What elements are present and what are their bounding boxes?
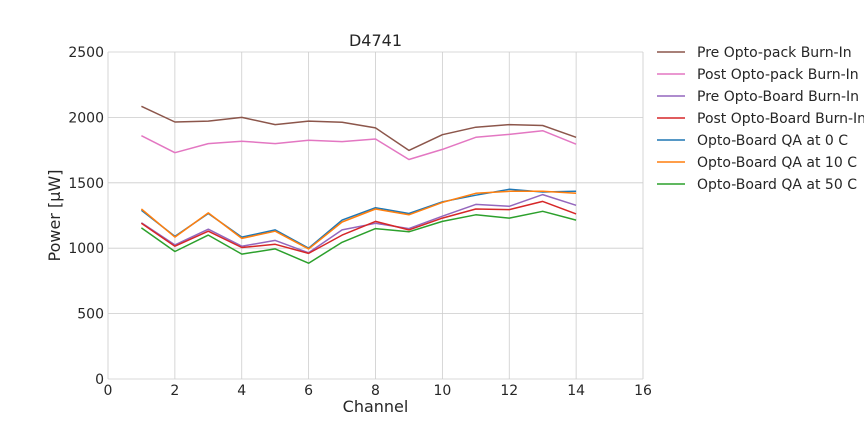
series-line-4	[140, 200, 577, 255]
legend-label: Post Opto-pack Burn-In	[697, 67, 859, 83]
chart-title: D4741	[349, 31, 402, 50]
y-tick-label: 0	[95, 372, 104, 388]
x-tick-label: 6	[304, 383, 313, 399]
legend-label: Opto-Board QA at 10 C	[697, 155, 857, 171]
legend-label: Opto-Board QA at 0 C	[697, 133, 848, 149]
y-axis-label: Power [μW]	[45, 170, 64, 262]
x-tick-label: 10	[433, 383, 451, 399]
x-tick-label: 12	[500, 383, 518, 399]
x-tick-label: 16	[634, 383, 652, 399]
y-tick-label: 1500	[68, 176, 104, 192]
legend-label: Pre Opto-pack Burn-In	[697, 45, 852, 61]
x-tick-label: 4	[237, 383, 246, 399]
gridlines	[107, 51, 644, 380]
y-tick-label: 1000	[68, 241, 104, 257]
series-line-7	[140, 210, 577, 264]
series-line-6	[140, 190, 577, 250]
legend-label: Post Opto-Board Burn-In	[697, 111, 864, 127]
x-tick-label: 8	[371, 383, 380, 399]
x-tick-label: 0	[104, 383, 113, 399]
x-tick-label: 2	[170, 383, 179, 399]
y-tick-label: 500	[77, 307, 104, 323]
x-tick-label: 14	[567, 383, 585, 399]
x-axis-label: Channel	[343, 397, 409, 416]
legend-label: Pre Opto-Board Burn-In	[697, 89, 859, 105]
series-line-1	[141, 105, 577, 152]
y-tick-label: 2500	[68, 45, 104, 61]
axes: 0 2 4 6 8 10 12 14 16 0 500 1000 1500 2000 2500	[68, 45, 652, 399]
legend: Pre Opto-pack Burn-In Post Opto-pack Burn…	[657, 45, 864, 193]
series-line-3	[140, 193, 577, 254]
legend-label: Opto-Board QA at 50 C	[697, 177, 857, 193]
series-lines	[140, 105, 577, 264]
y-tick-label: 2000	[68, 110, 104, 126]
series-line-2	[141, 129, 577, 161]
